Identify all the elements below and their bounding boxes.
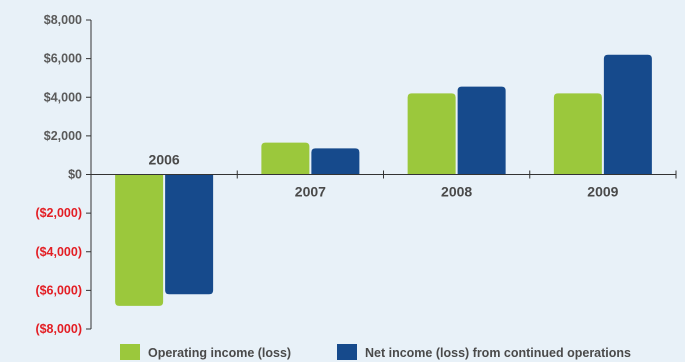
y-tick-label: $8,000 — [44, 13, 82, 27]
x-category-label: 2007 — [295, 184, 326, 200]
y-tick-label: $6,000 — [44, 52, 82, 66]
bar-net-2008 — [457, 86, 506, 175]
bar-operating-2009 — [553, 93, 602, 175]
legend: Operating income (loss) Net income (loss)… — [120, 344, 631, 360]
y-tick-label: ($4,000) — [35, 245, 82, 259]
bars — [115, 54, 652, 306]
bar-net-2009 — [603, 54, 652, 175]
bar-net-2007 — [311, 148, 360, 175]
y-tick-label: ($6,000) — [35, 283, 82, 297]
y-tick-label: $4,000 — [44, 90, 82, 104]
y-tick-label: ($2,000) — [35, 206, 82, 220]
legend-swatch — [337, 344, 357, 360]
bar-net-2006 — [165, 174, 214, 295]
y-tick-label: ($8,000) — [35, 322, 82, 336]
x-category-label: 2006 — [149, 152, 180, 168]
x-category-label: 2008 — [441, 184, 472, 200]
y-axis: $8,000 $6,000 $4,000 $2,000 $0 ($2,000) ($4,00… — [35, 13, 92, 336]
bar-operating-2008 — [407, 93, 456, 175]
legend-swatch — [120, 344, 140, 360]
legend-label: Operating income (loss) — [148, 346, 291, 360]
x-category-label: 2009 — [587, 184, 618, 200]
y-tick-label: $2,000 — [44, 129, 82, 143]
bar-operating-2006 — [115, 174, 164, 306]
bar-operating-2007 — [261, 142, 310, 175]
x-axis: 2006 2007 2008 2009 — [91, 152, 677, 200]
y-tick-label: $0 — [68, 168, 82, 182]
legend-label: Net income (loss) from continued operati… — [365, 346, 631, 360]
